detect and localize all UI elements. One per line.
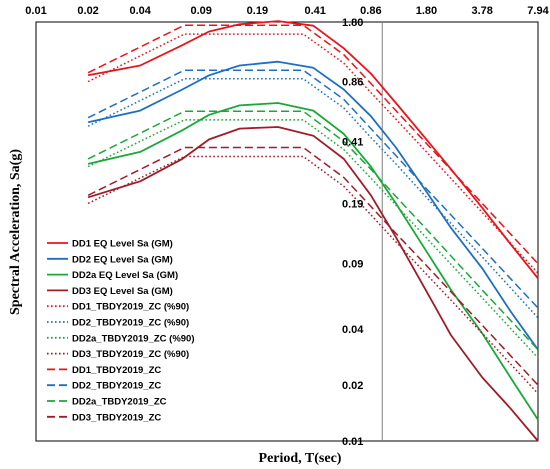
series-line	[87, 126, 539, 442]
x-tick-label: 0.19	[247, 5, 268, 17]
legend-label: DD2_TBDY2019_ZC	[72, 381, 161, 392]
series-line	[87, 110, 539, 351]
x-tick-label: 0.41	[304, 5, 325, 17]
y-tick-label: 0.41	[342, 136, 363, 148]
y-tick-label: 0.09	[342, 259, 363, 271]
y-tick-label: 0.04	[342, 324, 364, 336]
series-line	[87, 78, 539, 319]
legend-label: DD2a_TBDY2019_ZC	[72, 397, 167, 408]
x-tick-label: 1.80	[416, 5, 437, 17]
x-tick-label: 0.86	[360, 5, 381, 17]
legend-label: DD3_TBDY2019_ZC	[72, 412, 161, 423]
legend-label: DD2a EQ Level Sa (GM)	[72, 270, 178, 281]
x-axis-title: Period, T(sec)	[259, 451, 342, 466]
series-layer	[87, 20, 539, 442]
x-tick-label: 0.02	[77, 5, 98, 17]
y-tick-label: 0.01	[342, 436, 363, 448]
legend-label: DD1_TBDY2019_ZC	[72, 365, 161, 376]
y-tick-label: 1.80	[342, 17, 363, 29]
series-line	[87, 69, 539, 309]
legend-label: DD1_TBDY2019_ZC (%90)	[72, 302, 189, 313]
series-line	[87, 60, 539, 351]
series-line	[87, 102, 539, 421]
legend-label: DD3_TBDY2019_ZC (%90)	[72, 349, 189, 360]
series-line	[87, 146, 539, 386]
y-tick-labels: 0.01 0.02 0.04 0.09 0.19 0.41 0.86 1.80	[342, 17, 364, 448]
x-tick-label: 0.01	[25, 5, 46, 17]
legend-label: DD3 EQ Level Sa (GM)	[72, 286, 173, 297]
y-tick-label: 0.86	[342, 77, 363, 89]
legend: DD1 EQ Level Sa (GM) DD2 EQ Level Sa (GM)…	[47, 239, 195, 423]
x-tick-label: 3.78	[471, 5, 492, 17]
series-line	[87, 20, 539, 279]
series-line	[87, 24, 539, 265]
legend-label: DD1 EQ Level Sa (GM)	[72, 239, 173, 250]
legend-label: DD2a_TBDY2019_ZC (%90)	[72, 333, 195, 344]
legend-label: DD2 EQ Level Sa (GM)	[72, 254, 173, 265]
legend-background	[42, 234, 220, 434]
series-line	[87, 33, 539, 274]
y-axis-title: Spectral Acceleration, Sa(g)	[8, 149, 23, 315]
y-tick-label: 0.02	[342, 380, 363, 392]
x-tick-labels: 0.01 0.02 0.04 0.09 0.19 0.41 0.86 1.80 3.78 7.94	[25, 5, 549, 17]
y-tick-label: 0.19	[342, 198, 363, 210]
legend-label: DD2_TBDY2019_ZC (%90)	[72, 318, 189, 329]
x-tick-label: 7.94	[527, 5, 549, 17]
x-tick-label: 0.09	[190, 5, 211, 17]
x-tick-label: 0.04	[130, 5, 152, 17]
